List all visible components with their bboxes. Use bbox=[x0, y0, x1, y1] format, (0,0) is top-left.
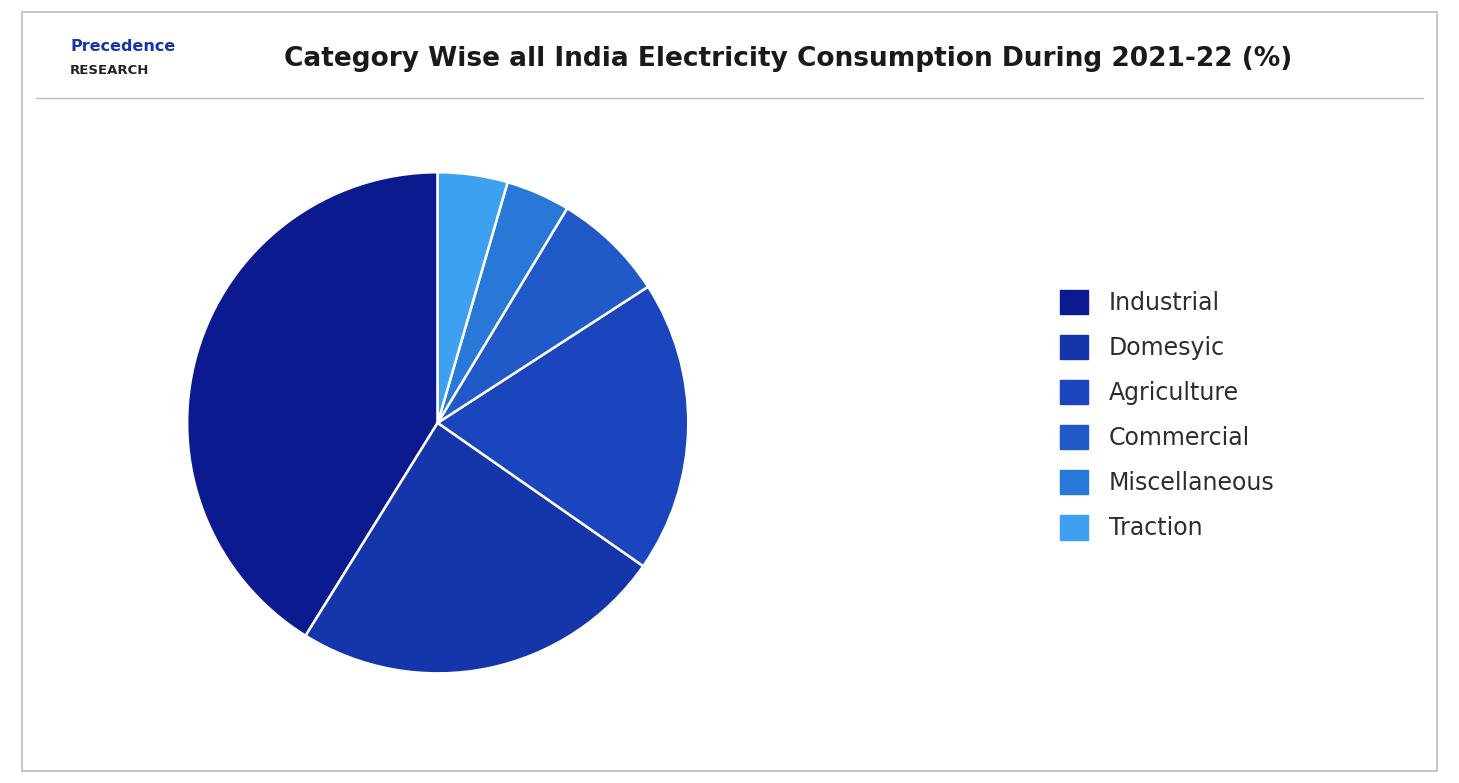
Text: Category Wise all India Electricity Consumption During 2021-22 (%): Category Wise all India Electricity Cons… bbox=[283, 45, 1293, 72]
Wedge shape bbox=[187, 172, 438, 636]
Legend: Industrial, Domesyic, Agriculture, Commercial, Miscellaneous, Traction: Industrial, Domesyic, Agriculture, Comme… bbox=[1050, 280, 1284, 550]
Wedge shape bbox=[305, 423, 643, 673]
Wedge shape bbox=[438, 287, 689, 566]
Text: Precedence: Precedence bbox=[70, 39, 175, 55]
Text: RESEARCH: RESEARCH bbox=[70, 64, 149, 77]
Wedge shape bbox=[438, 208, 648, 423]
Wedge shape bbox=[438, 182, 568, 423]
Wedge shape bbox=[438, 172, 508, 423]
